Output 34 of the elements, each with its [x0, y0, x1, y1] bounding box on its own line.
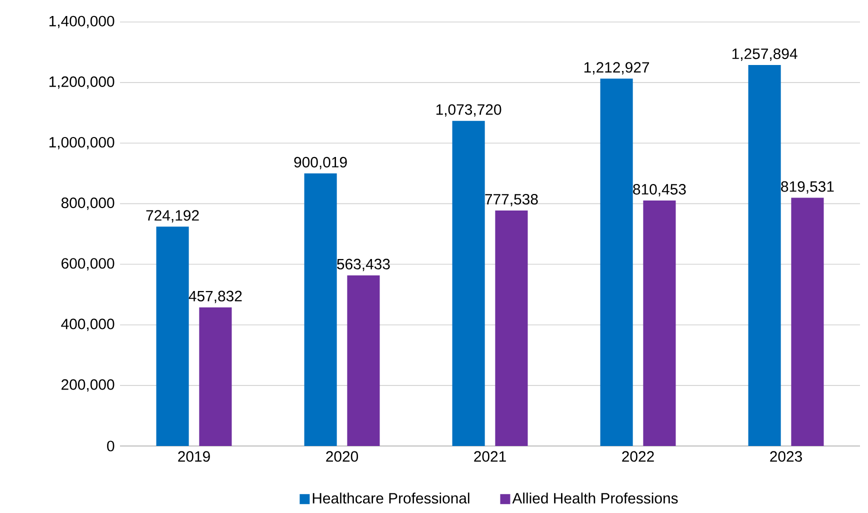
data-label: 1,073,720	[436, 104, 502, 117]
x-tick-label: 2020	[326, 451, 358, 462]
data-label: 777,538	[485, 194, 538, 206]
y-tick-label: 1,000,000	[49, 136, 114, 150]
bar	[643, 200, 676, 446]
bar	[748, 65, 781, 446]
y-tick-label: 200,000	[62, 379, 114, 392]
data-label: 1,212,927	[584, 62, 650, 74]
y-tick-label: 0	[107, 440, 114, 452]
data-label: 563,433	[337, 258, 390, 272]
y-tick-label: 1,400,000	[49, 16, 114, 28]
bar	[347, 275, 380, 446]
data-label: 1,257,894	[732, 48, 798, 61]
bar	[304, 173, 337, 446]
bar	[156, 226, 189, 446]
bar	[791, 198, 824, 446]
bar	[495, 210, 528, 446]
legend-label: Allied Health Professions	[512, 492, 678, 504]
bar	[600, 78, 633, 446]
bar	[452, 120, 485, 446]
legend-label: Healthcare Professional	[312, 492, 470, 504]
y-tick-label: 400,000	[61, 318, 114, 332]
data-label: 810,453	[633, 184, 686, 196]
data-label: 819,531	[781, 181, 834, 194]
data-label: 900,019	[294, 156, 347, 170]
bar	[199, 307, 232, 446]
y-tick-label: 1,200,000	[49, 76, 114, 89]
x-tick-label: 2019	[178, 451, 210, 462]
y-tick-label: 600,000	[62, 258, 114, 270]
y-tick-label: 800,000	[61, 198, 114, 210]
x-tick-label: 2021	[474, 451, 506, 462]
x-tick-label: 2022	[622, 451, 654, 462]
data-label: 724,192	[146, 210, 199, 222]
x-tick-label: 2023	[770, 451, 802, 462]
